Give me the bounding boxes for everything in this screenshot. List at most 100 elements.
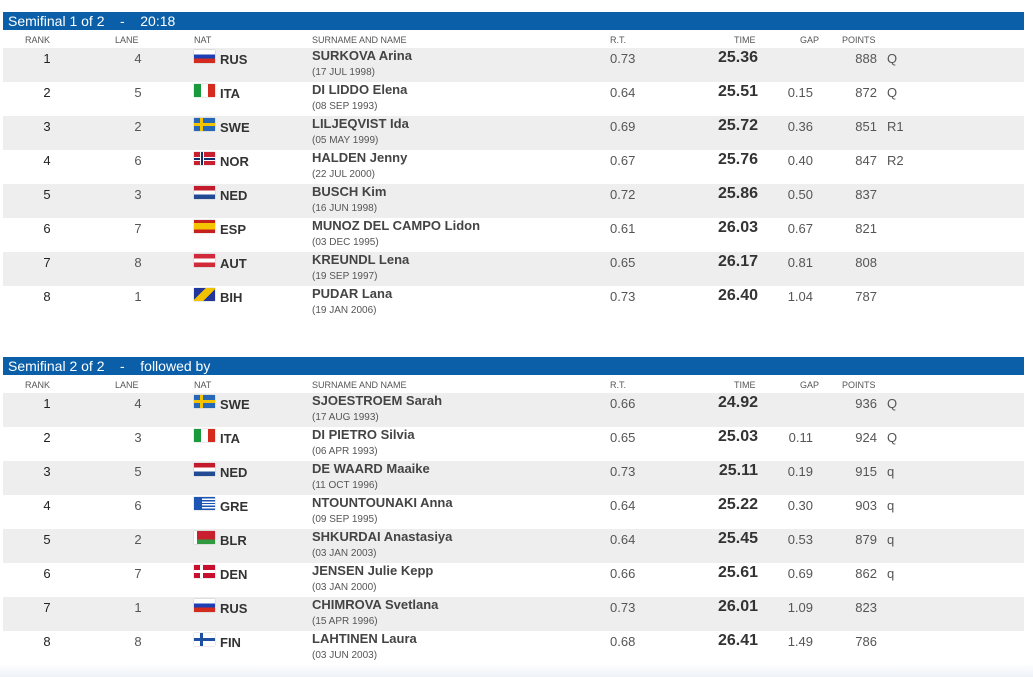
birth-date: (09 SEP 1995) — [312, 514, 378, 525]
reaction-time: 0.67 — [610, 153, 636, 168]
den-flag-icon — [194, 565, 215, 578]
gap-cell: 0.67 — [787, 221, 813, 236]
reaction-time: 0.64 — [610, 498, 636, 513]
race-time: 26.41 — [717, 632, 758, 649]
race-time: 24.92 — [717, 394, 758, 411]
birth-date: (03 JAN 2003) — [312, 548, 377, 559]
col-nat: NAT — [194, 35, 212, 45]
qualification-mark: q — [887, 532, 895, 547]
birth-date: (22 JUL 2000) — [312, 169, 375, 180]
birth-date: (19 SEP 1997) — [312, 271, 378, 282]
col-rt: R.T. — [610, 380, 627, 390]
reaction-time: 0.68 — [610, 634, 636, 649]
points-cell: 915 — [855, 464, 877, 479]
col-rt: R.T. — [610, 35, 627, 45]
col-time: TIME — [734, 380, 756, 390]
birth-date: (06 APR 1993) — [312, 446, 378, 457]
nat-code: BLR — [220, 533, 247, 548]
gre-flag-icon — [194, 497, 215, 510]
nat-code: NED — [220, 465, 248, 480]
ita-flag-icon — [194, 429, 215, 442]
points-cell: 888 — [855, 51, 877, 66]
rank-cell: 2 — [43, 85, 51, 100]
lane-cell: 8 — [134, 634, 142, 649]
lane-cell: 2 — [134, 119, 142, 134]
rank-cell: 7 — [43, 600, 51, 615]
result-row: 7 1 RUS CHIMROVA Svetlana 0.73 26.01 1.09 823 (1… — [3, 597, 1024, 631]
col-nat: NAT — [194, 380, 212, 390]
reaction-time: 0.73 — [610, 289, 636, 304]
col-lane: LANE — [115, 380, 139, 390]
athlete-name: JENSEN Julie Kepp — [312, 563, 434, 578]
athlete-name: SHKURDAI Anastasiya — [312, 529, 453, 544]
rank-cell: 3 — [43, 119, 51, 134]
qualification-mark: q — [887, 566, 895, 581]
lane-cell: 1 — [134, 289, 142, 304]
race-time: 26.01 — [717, 598, 758, 615]
lane-cell: 2 — [134, 532, 142, 547]
rank-cell: 5 — [43, 532, 51, 547]
semifinal-2-section: Semifinal 2 of 2 - followed by RANK LANE… — [3, 357, 1024, 665]
rank-cell: 4 — [43, 498, 51, 513]
race-time: 25.51 — [717, 83, 758, 100]
birth-date: (17 JUL 1998) — [312, 67, 375, 78]
gap-cell: 0.36 — [787, 119, 813, 134]
col-points: POINTS — [842, 35, 876, 45]
points-cell: 847 — [855, 153, 877, 168]
athlete-name: MUNOZ DEL CAMPO Lidon — [312, 218, 481, 233]
athlete-name: LILJEQVIST Ida — [312, 116, 409, 131]
points-cell: 821 — [855, 221, 877, 236]
race-time: 25.72 — [717, 117, 758, 134]
rank-cell: 1 — [43, 396, 51, 411]
gap-cell: 1.04 — [787, 289, 813, 304]
result-row: 2 3 ITA DI PIETRO Silvia 0.65 25.03 0.11 924 Q (0… — [3, 427, 1024, 461]
lane-cell: 7 — [134, 221, 142, 236]
race-time: 25.22 — [717, 496, 758, 513]
rus-flag-icon — [194, 599, 215, 612]
birth-date: (03 JAN 2000) — [312, 582, 377, 593]
result-row: 1 4 SWE SJOESTROEM Sarah 0.66 24.92 936 Q (17 AU… — [3, 393, 1024, 427]
lane-cell: 4 — [134, 396, 142, 411]
lane-cell: 5 — [134, 464, 142, 479]
race-time: 25.36 — [717, 49, 758, 66]
race-time: 25.11 — [718, 462, 758, 479]
col-lane: LANE — [115, 35, 139, 45]
rank-cell: 5 — [43, 187, 51, 202]
qualification-mark: Q — [887, 85, 898, 100]
race-time: 26.03 — [717, 219, 758, 236]
reaction-time: 0.73 — [610, 600, 636, 615]
gap-cell: 0.30 — [787, 498, 813, 513]
gap-cell: 0.81 — [787, 255, 813, 270]
reaction-time: 0.73 — [610, 51, 636, 66]
birth-date: (08 SEP 1993) — [312, 101, 378, 112]
rank-cell: 3 — [43, 464, 51, 479]
qualification-mark: Q — [887, 396, 898, 411]
qualification-mark: q — [887, 464, 895, 479]
nat-code: AUT — [220, 256, 247, 271]
points-cell: 808 — [855, 255, 877, 270]
nat-code: GRE — [220, 499, 249, 514]
nor-flag-icon — [194, 152, 215, 165]
points-cell: 837 — [855, 187, 877, 202]
rank-cell: 7 — [43, 255, 51, 270]
lane-cell: 4 — [134, 51, 142, 66]
ned-flag-icon — [194, 463, 215, 476]
col-time: TIME — [734, 35, 756, 45]
result-row: 5 2 BLR SHKURDAI Anastasiya 0.64 25.45 0.53 879… — [3, 529, 1024, 563]
nat-code: ESP — [220, 222, 247, 237]
gap-cell: 0.53 — [787, 532, 813, 547]
birth-date: (03 DEC 1995) — [312, 237, 379, 248]
athlete-name: KREUNDL Lena — [312, 252, 410, 267]
lane-cell: 3 — [134, 430, 142, 445]
race-time: 25.61 — [717, 564, 758, 581]
ned-flag-icon — [194, 186, 215, 199]
gap-cell: 0.15 — [787, 85, 813, 100]
fin-flag-icon — [194, 633, 215, 646]
nat-code: RUS — [220, 601, 248, 616]
result-row: 8 1 BIH PUDAR Lana 0.73 26.40 1.04 787 (19 JAN 2… — [3, 286, 1024, 320]
col-name: SURNAME AND NAME — [312, 35, 407, 45]
ita-flag-icon — [194, 84, 215, 97]
page-bottom-edge — [0, 663, 1033, 677]
athlete-name: LAHTINEN Laura — [312, 631, 417, 646]
nat-code: ITA — [220, 431, 240, 446]
